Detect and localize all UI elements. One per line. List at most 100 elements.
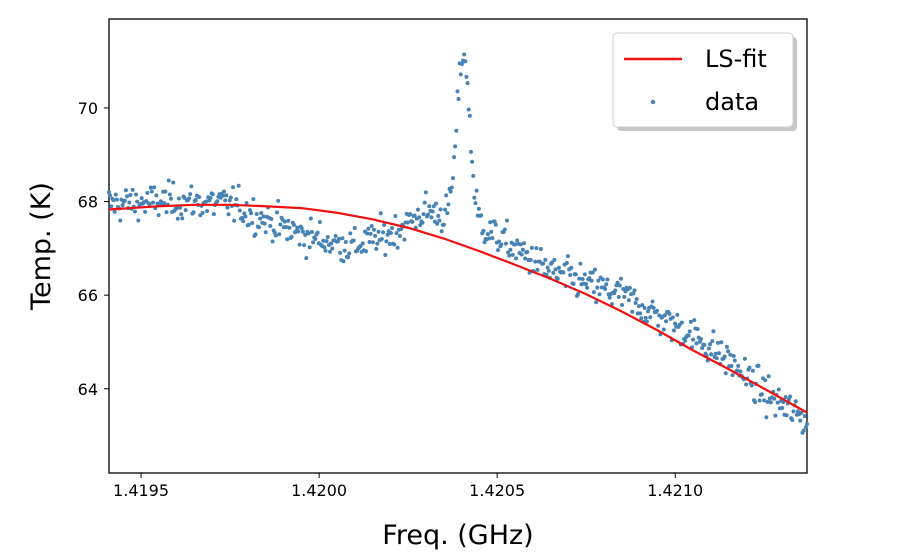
data-point <box>661 327 666 332</box>
data-point <box>247 208 252 213</box>
data-point <box>744 382 749 387</box>
data-point <box>375 241 380 246</box>
data-point <box>783 395 788 400</box>
data-point <box>439 229 444 234</box>
data-point <box>493 222 498 227</box>
data-point <box>180 216 185 221</box>
data-point <box>107 190 111 195</box>
data-point <box>473 201 478 206</box>
data-point <box>786 397 791 402</box>
data-point <box>561 270 566 275</box>
data-point <box>594 300 599 305</box>
data-point <box>747 365 752 370</box>
data-point <box>555 276 560 281</box>
data-point <box>122 198 127 203</box>
data-point <box>109 204 114 209</box>
data-point <box>490 235 495 240</box>
data-point <box>462 52 467 57</box>
data-point <box>127 200 132 205</box>
data-point <box>691 337 696 342</box>
data-point <box>296 229 301 234</box>
data-point <box>695 326 700 331</box>
data-point <box>197 195 202 200</box>
data-point <box>429 215 434 220</box>
data-point <box>169 196 174 201</box>
data-point <box>145 190 150 195</box>
data-point <box>183 208 188 213</box>
data-point <box>553 267 558 272</box>
data-point <box>193 197 198 202</box>
data-point <box>768 400 773 405</box>
data-point <box>793 399 798 404</box>
y-axis-ticks: 64 66 68 70 <box>78 99 109 399</box>
data-point <box>263 230 268 235</box>
y-tick-label: 66 <box>78 286 98 305</box>
data-point <box>258 216 263 221</box>
data-point <box>187 196 192 201</box>
data-point <box>489 229 494 234</box>
data-point <box>463 59 468 64</box>
data-points <box>107 52 809 435</box>
data-point <box>699 337 703 342</box>
data-point <box>607 295 612 300</box>
data-point <box>722 354 727 359</box>
data-point <box>710 339 715 344</box>
x-tick-label: 1.4210 <box>647 481 703 500</box>
data-point <box>430 209 435 214</box>
data-point <box>208 195 213 200</box>
data-point <box>711 329 716 334</box>
data-point <box>246 222 251 227</box>
data-point <box>348 231 353 236</box>
legend-data-swatch <box>650 99 656 105</box>
data-point <box>595 285 600 290</box>
data-point <box>736 363 741 368</box>
data-point <box>392 242 397 247</box>
data-point <box>156 213 161 218</box>
data-point <box>731 354 736 358</box>
data-point <box>636 304 641 309</box>
data-point <box>166 178 171 183</box>
data-point <box>382 222 387 227</box>
data-point <box>784 413 789 418</box>
x-tick-label: 1.4195 <box>113 481 169 500</box>
data-point <box>313 236 318 241</box>
data-point <box>538 247 543 251</box>
data-point <box>434 201 439 206</box>
data-point <box>351 238 356 243</box>
data-point <box>454 128 459 133</box>
data-point <box>223 198 228 203</box>
data-point <box>449 185 454 190</box>
data-point <box>576 291 581 296</box>
data-point <box>512 242 517 247</box>
data-point <box>369 224 374 229</box>
data-point <box>763 378 768 383</box>
data-point <box>282 219 287 224</box>
data-point <box>656 323 661 328</box>
data-point <box>171 180 176 185</box>
data-point <box>125 194 130 199</box>
data-point <box>573 272 578 277</box>
data-point <box>687 329 692 334</box>
data-point <box>164 210 169 215</box>
data-point <box>523 256 528 261</box>
data-point <box>254 211 259 216</box>
data-point <box>546 268 551 273</box>
data-point <box>520 247 525 252</box>
data-point <box>309 230 314 235</box>
data-point <box>410 219 415 224</box>
data-point <box>790 417 795 422</box>
data-point <box>289 234 294 239</box>
data-point <box>632 288 637 293</box>
data-point <box>638 311 643 316</box>
data-point <box>268 224 273 229</box>
data-point <box>750 368 755 373</box>
data-point <box>381 230 386 235</box>
data-point <box>352 225 357 230</box>
data-point <box>583 282 588 287</box>
data-point <box>742 356 747 361</box>
data-point <box>378 211 383 216</box>
data-point <box>738 369 743 374</box>
data-point <box>365 231 370 236</box>
data-point <box>585 285 590 290</box>
data-point <box>338 250 343 255</box>
